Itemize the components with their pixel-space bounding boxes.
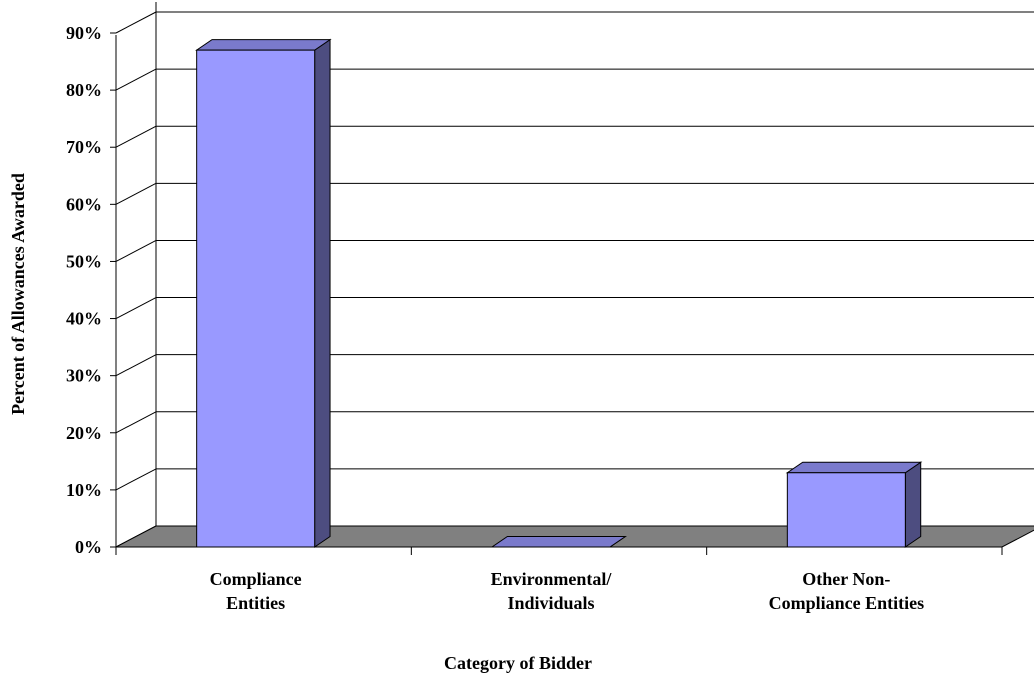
gridline-side xyxy=(115,240,157,262)
bar-top xyxy=(195,39,332,51)
bar-side xyxy=(314,38,331,548)
gridline-side xyxy=(115,297,157,319)
y-tick-label: 60% xyxy=(66,194,102,214)
bar-top xyxy=(785,461,923,474)
bar-front xyxy=(196,49,316,548)
y-tick-label: 10% xyxy=(66,480,102,500)
axes xyxy=(110,2,1003,555)
bar-side xyxy=(904,461,922,548)
gridline-side xyxy=(115,125,157,148)
bar xyxy=(785,461,923,548)
x-category-label: Other Non-Compliance Entities xyxy=(769,569,925,613)
y-tick-label: 20% xyxy=(66,423,102,443)
bar xyxy=(490,536,628,548)
y-tick-label: 0% xyxy=(75,537,102,557)
gridline-side xyxy=(115,354,157,377)
y-tick-label: 70% xyxy=(66,137,102,157)
gridline-side xyxy=(115,68,157,91)
y-axis-title: Percent of Allowances Awarded xyxy=(8,173,28,415)
y-tick-label: 40% xyxy=(66,309,102,329)
bar-front xyxy=(786,472,906,548)
x-category-labels: Compliance Entities Environmental/Individu… xyxy=(210,569,924,613)
y-tick-labels: 0% 10% 20% 30% 40% 50% 60% 70% 80% 90% xyxy=(66,23,102,557)
y-tick-label: 30% xyxy=(66,366,102,386)
gridline-side xyxy=(115,182,157,205)
bar xyxy=(195,38,332,548)
x-category-label: Environmental/Individuals xyxy=(491,569,613,613)
gridline-side xyxy=(115,11,157,34)
x-category-label: Compliance Entities xyxy=(210,569,302,613)
y-tick-label: 50% xyxy=(66,251,102,271)
gridline-side xyxy=(115,411,157,434)
y-tick-label: 90% xyxy=(66,23,102,43)
bars xyxy=(195,38,923,548)
bar-top xyxy=(490,536,628,548)
x-axis-title: Category of Bidder xyxy=(444,653,592,673)
y-tick-label: 80% xyxy=(66,80,102,100)
gridline-side xyxy=(115,468,157,491)
